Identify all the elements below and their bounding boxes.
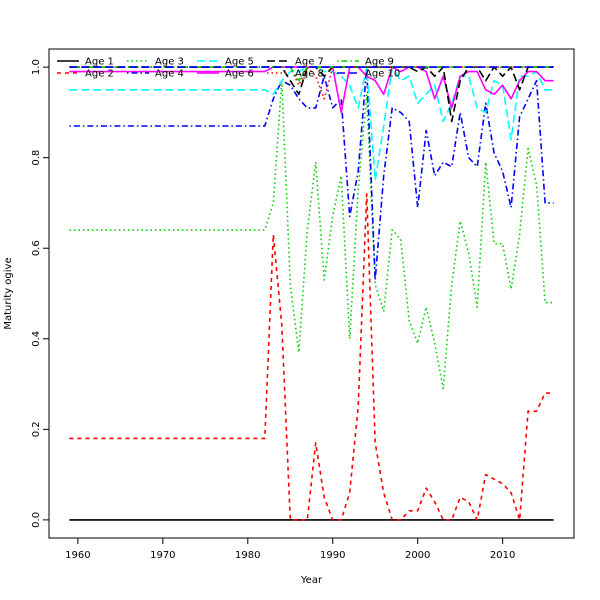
x-axis: 1960 1970 1980 1990 2000 2010 (65, 538, 515, 561)
legend-entry-label: Age 8 (295, 69, 324, 80)
legend-entry-label: Age 3 (155, 57, 184, 68)
y-axis-title: Maturity ogive (3, 257, 14, 329)
series-layer (69, 66, 554, 521)
x-axis-title: Year (300, 575, 323, 586)
legend-entry-label: Age 6 (225, 69, 254, 80)
legend-entry-label: Age 2 (85, 69, 114, 80)
y-tick-label: 0.8 (31, 150, 42, 166)
series-line-age-5 (69, 66, 554, 182)
legend-entry-label: Age 4 (155, 69, 184, 80)
x-tick-label: 2000 (405, 550, 430, 561)
plot-frame (48, 48, 575, 539)
y-tick-label: 1.0 (31, 59, 42, 75)
x-tick-label: 1970 (150, 550, 175, 561)
y-axis: 0.0 0.2 0.4 0.6 0.8 1.0 (31, 59, 49, 528)
legend-entry-label: Age 7 (295, 57, 324, 68)
legend-entry-label: Age 5 (225, 57, 254, 68)
y-tick-label: 0.0 (31, 512, 42, 528)
y-tick-label: 0.6 (31, 240, 42, 256)
y-tick-label: 0.4 (31, 331, 42, 347)
series-line-age-6 (69, 66, 554, 114)
x-tick-label: 1990 (320, 550, 345, 561)
series-line-age-4 (69, 66, 554, 281)
y-tick-label: 0.2 (31, 421, 42, 437)
legend-entry-label: Age 10 (365, 69, 400, 80)
legend-entry-label: Age 9 (365, 57, 394, 68)
legend-entry-label: Age 1 (85, 57, 114, 68)
series-line-age-7 (69, 66, 554, 123)
series-line-age-3 (69, 79, 554, 390)
x-tick-label: 1980 (235, 550, 260, 561)
x-tick-label: 2010 (490, 550, 515, 561)
series-line-age-2 (69, 193, 554, 521)
x-tick-label: 1960 (65, 550, 90, 561)
